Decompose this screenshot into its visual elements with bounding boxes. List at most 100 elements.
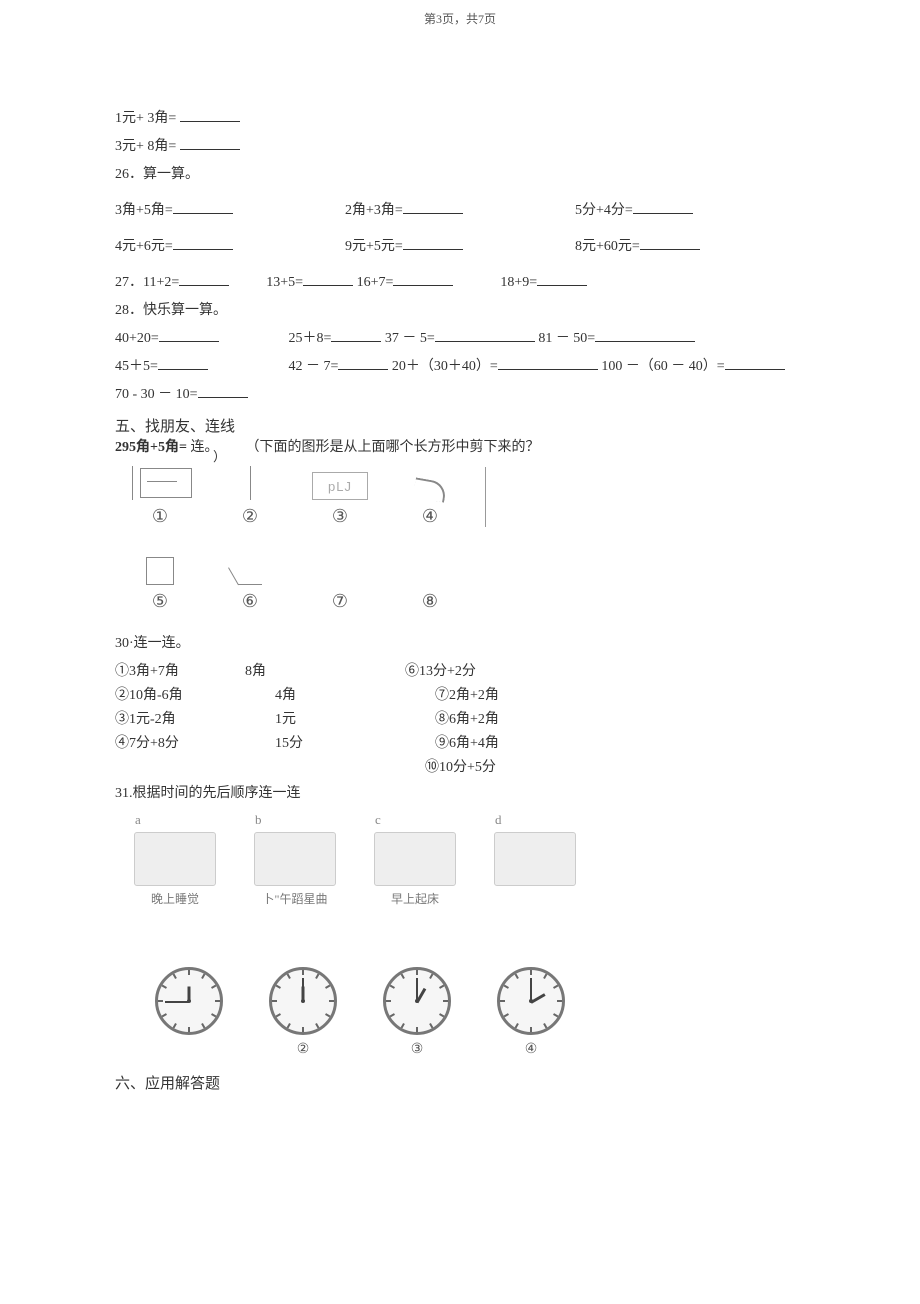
blank[interactable] [338,355,388,370]
blank[interactable] [198,383,248,398]
cell: 1元 [245,708,435,728]
text: 42 － 7= [289,359,339,374]
blank[interactable] [173,235,233,250]
text: 70 - 30 － 10= [115,387,198,402]
cell: ⑧6角+2角 [435,708,595,728]
blank[interactable] [537,271,587,286]
blank[interactable] [435,327,535,342]
cell: ⑦2角+2角 [435,684,595,704]
clock-icon [155,967,223,1035]
activity-item: a 晚上睡觉 [115,812,235,907]
cell: ④7分+8分 [115,732,245,752]
label: ④ [497,1041,565,1058]
label: 早上起床 [355,890,475,907]
text: 18+9= [500,275,537,290]
blank[interactable] [393,271,453,286]
blank[interactable] [173,199,233,214]
page-header: 第3页，共7页 [115,10,805,27]
clock-icon [269,967,337,1035]
blank[interactable] [403,235,463,250]
text: 81 － 50= [538,331,595,346]
text: （下面的图形是从上面哪个长方形中剪下来的？ [245,440,539,455]
label: c [355,812,475,828]
q31-title: 31.根据时间的先后顺序连一连 [115,782,805,802]
text: 2角+3角= [345,203,403,218]
section6-title: 六、应用解答题 [115,1072,805,1093]
activity-item: b 卜"午蹈星曲 [235,812,355,907]
blank[interactable] [640,235,700,250]
label: ③ [383,1041,451,1058]
text: 4元+6元= [115,239,173,254]
clock-item: ④ [497,967,565,1058]
activity-image [494,832,576,886]
circle-num: ⑥ [205,591,295,612]
blank[interactable] [595,327,695,342]
text: 100 －（60 － 40）= [601,359,724,374]
clock-item: ③ [383,967,451,1058]
label: 晚上睡觉 [115,890,235,907]
cell: 4角 [245,684,435,704]
section5-title: 五、找朋友、连线 [115,415,805,436]
clock-item [155,967,223,1058]
blank[interactable] [498,355,598,370]
q27-row: 27．11+2= 13+5= 16+7= 18+9= [115,271,805,291]
text: 40+20= [115,331,159,346]
q28-row2: 45＋5= 42 － 7= 20＋（30＋40）= 100 －（60 － 40）… [115,355,805,375]
activity-image [134,832,216,886]
cell: 8角 [245,660,405,680]
text: 27．11+2= [115,275,179,290]
blank[interactable] [159,327,219,342]
activity-item: c 早上起床 [355,812,475,907]
clock-icon [497,967,565,1035]
cell: ⑩10分+5分 [405,756,585,776]
circle-num: ⑧ [385,591,475,612]
blank[interactable] [179,271,229,286]
blank[interactable] [303,271,353,286]
blank[interactable] [403,199,463,214]
label: a [115,812,235,828]
blank[interactable] [331,327,381,342]
q28-title: 28．快乐算一算。 [115,299,805,319]
cell: ⑨6角+4角 [435,732,595,752]
text: 13+5= [266,275,303,290]
clock-item: ② [269,967,337,1058]
circle-num: ⑦ [295,591,385,612]
activity-item: d [475,812,595,907]
activities-row: a 晚上睡觉 b 卜"午蹈星曲 c 早上起床 d [115,812,805,907]
text: 45＋5= [115,359,158,374]
cell: ②10角-6角 [115,684,245,704]
activity-image [254,832,336,886]
cell: ⑥13分+2分 [405,660,565,680]
text: 5分+4分= [575,203,633,218]
shapes-bot: ⑤ ⑥ ⑦ ⑧ [115,545,805,612]
q26-row2: 4元+6元= 9元+5元= 8元+60元= [115,227,805,263]
blank[interactable] [633,199,693,214]
text: 25＋8= [289,331,332,346]
clocks-row: ② ③ ④ [155,967,805,1058]
text: 3元+ 8角= [115,139,176,154]
label: ② [269,1041,337,1058]
q28-row3: 70 - 30 － 10= [115,383,805,403]
q26-row1: 3角+5角= 2角+3角= 5分+4分= [115,191,805,227]
blank[interactable] [180,107,240,122]
circle-num: ④ [385,506,475,527]
worksheet-page: 第3页，共7页 1元+ 3角= 3元+ 8角= 26．算一算。 3角+5角= 2… [0,0,920,1133]
blank[interactable] [725,355,785,370]
q30-title: 30·连一连。 [115,632,805,652]
circle-num: ② [205,506,295,527]
cell: 15分 [245,732,435,752]
label: b [235,812,355,828]
text: ） [213,446,226,465]
q25-line2: 3元+ 8角= [115,135,805,155]
label: 卜"午蹈星曲 [235,890,355,907]
text: 16+7= [357,275,394,290]
blank[interactable] [158,355,208,370]
q26-title: 26．算一算。 [115,163,805,183]
text: 20＋（30＋40）= [392,359,498,374]
circle-num: ⑤ [115,591,205,612]
blank[interactable] [180,135,240,150]
text: 9元+5元= [345,239,403,254]
text: 295角+5角= [115,440,187,455]
cell: ①3角+7角 [115,660,245,680]
cell: ③1元-2角 [115,708,245,728]
